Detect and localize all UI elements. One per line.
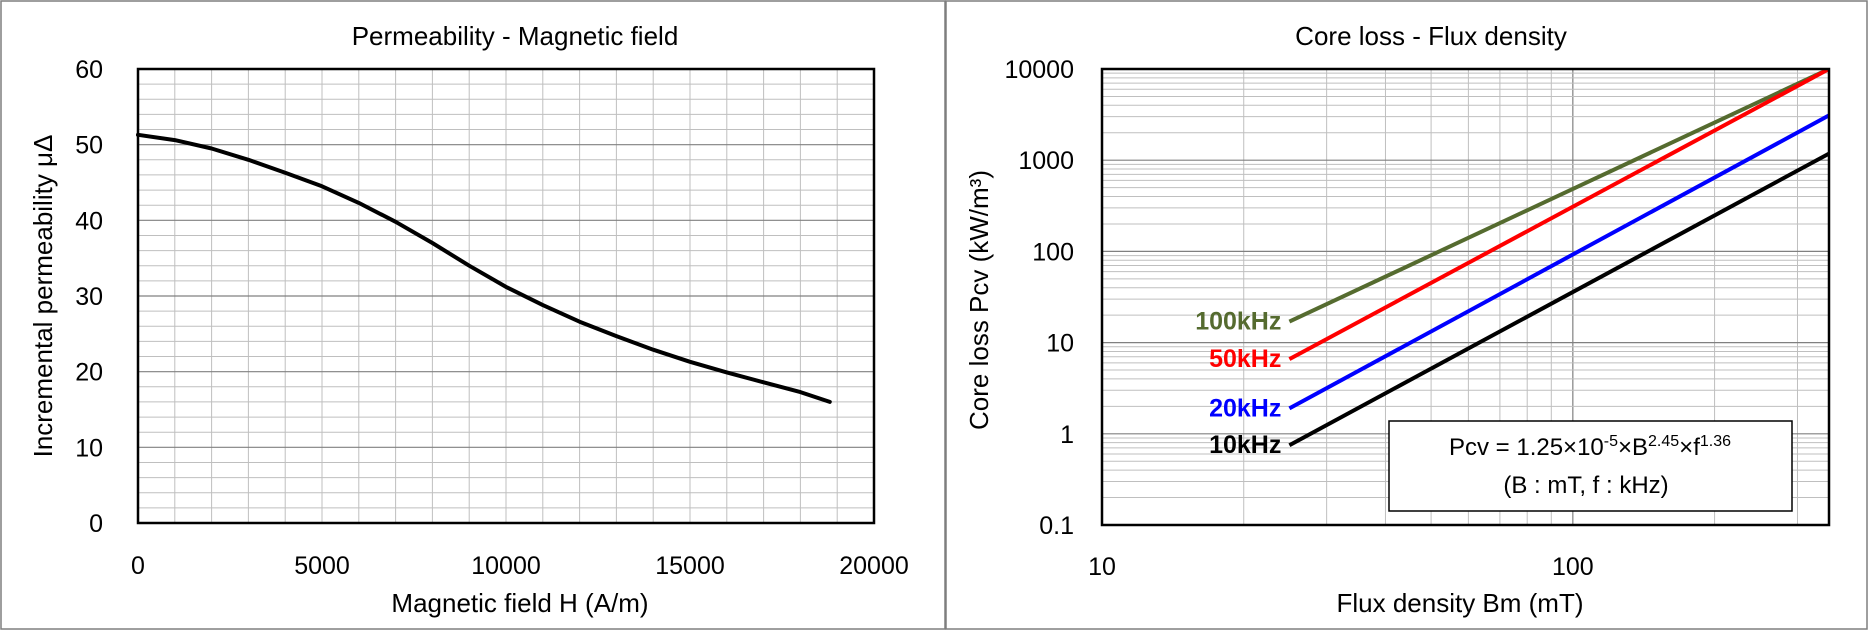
y-tick-label: 20 [75,359,103,387]
chart2-plot-frame [1100,67,1831,527]
x-tick-label: 0 [131,552,145,580]
y-tick-label: 0.1 [1039,512,1074,540]
series-line-50kHz [1288,69,1829,361]
chart2-title: Core loss - Flux density [1295,21,1567,51]
series-label-10kHz: 10kHz [1209,431,1281,459]
left-panel-border [0,0,946,630]
chart1-title: Permeability - Magnetic field [352,21,679,51]
series-label-100kHz: 100kHz [1195,308,1281,336]
formula-exp-1: -5 [1604,433,1618,450]
series-line-10kHz [1288,151,1829,447]
formula-mid: ×B [1618,434,1648,461]
chart2-lines [1288,69,1829,447]
chart1-y-axis-label: Incremental permeability μΔ [28,135,58,458]
y-tick-label: 0 [89,510,103,538]
x-tick-label: 100 [1552,553,1594,581]
chart1-x-ticks: 0 5000 10000 15000 20000 [131,552,909,580]
permeability-chart: Permeability - Magnetic field 0 10 20 30 40 5… [28,21,909,618]
formula-exp-2: 2.45 [1648,433,1679,450]
x-tick-label: 20000 [839,552,909,580]
formula-mid-2: ×f [1679,434,1700,461]
formula-box [1388,420,1793,512]
formula-line-1: Pcv = 1.25×10-5×B2.45×f1.36 [1449,433,1731,461]
x-tick-label: 5000 [294,552,350,580]
y-tick-label: 1 [1060,421,1074,449]
formula-line-2: (B : mT, f : kHz) [1503,472,1668,499]
y-tick-label: 100 [1032,238,1074,266]
chart2-y-axis-label: Core loss Pcv (kW/m³) [964,170,994,430]
chart2-x-ticks: 10 100 [1088,553,1594,581]
permeability-series-line [136,132,832,404]
chart2-series-labels: 100kHz 50kHz 20kHz 10kHz [1195,308,1281,460]
x-tick-label: 10 [1088,553,1116,581]
x-tick-label: 15000 [655,552,725,580]
series-line-20kHz [1288,113,1829,411]
core-loss-chart: Core loss - Flux density 0.1 1 10 100 1000 10… [964,21,1831,618]
series-label-50kHz: 50kHz [1209,345,1281,373]
x-tick-label: 10000 [471,552,541,580]
y-tick-label: 10 [1046,330,1074,358]
right-panel-border [945,0,1868,630]
y-tick-label: 10000 [1004,56,1074,84]
y-tick-label: 1000 [1018,147,1074,175]
y-tick-label: 60 [75,56,103,84]
chart1-lines [136,132,832,404]
y-tick-label: 30 [75,283,103,311]
chart1-plot-frame [136,67,876,525]
y-tick-label: 10 [75,434,103,462]
chart2-x-axis-label: Flux density Bm (mT) [1336,588,1583,618]
formula-exp-3: 1.36 [1700,433,1731,450]
y-tick-label: 40 [75,207,103,235]
formula-prefix: Pcv = 1.25×10 [1449,434,1604,461]
chart1-x-axis-label: Magnetic field H (A/m) [391,588,648,618]
series-line-100kHz [1288,69,1829,324]
series-label-20kHz: 20kHz [1209,394,1281,422]
chart2-y-ticks: 0.1 1 10 100 1000 10000 [1004,56,1074,540]
chart1-y-ticks: 0 10 20 30 40 50 60 [75,56,103,538]
y-tick-label: 50 [75,132,103,160]
chart1-grid [137,68,875,524]
